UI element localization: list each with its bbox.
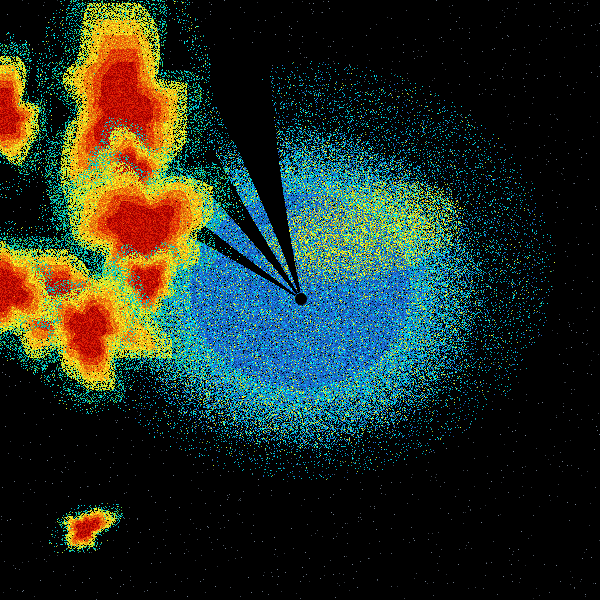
radar-reflectivity-display[interactable] — [0, 0, 600, 600]
radar-echo-canvas — [0, 0, 600, 600]
